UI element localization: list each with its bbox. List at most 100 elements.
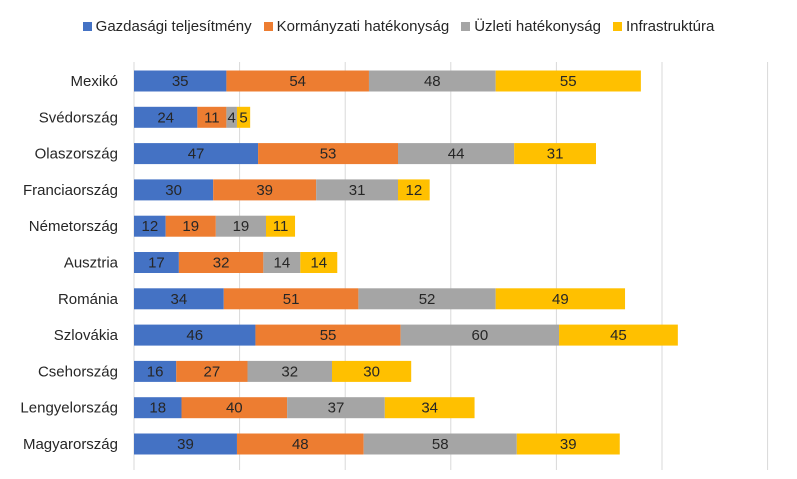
category-labels: Mexikó Svédország Olaszország Franciaország… bbox=[20, 73, 118, 453]
data-label: 12 bbox=[405, 182, 422, 199]
category-label: Franciaország bbox=[23, 182, 118, 199]
data-label: 14 bbox=[273, 255, 290, 272]
data-label: 48 bbox=[424, 73, 441, 90]
bar-segment bbox=[134, 324, 256, 346]
bar-segment bbox=[368, 70, 496, 92]
bar-segment bbox=[134, 288, 224, 310]
bar-segment bbox=[266, 215, 296, 237]
data-label: 46 bbox=[186, 327, 203, 344]
category-label: Magyarország bbox=[23, 436, 118, 453]
legend-label: Üzleti hatékonyság bbox=[474, 17, 601, 35]
data-label: 44 bbox=[448, 146, 465, 163]
data-label: 32 bbox=[281, 363, 298, 380]
data-label: 52 bbox=[419, 291, 436, 308]
data-label: 60 bbox=[471, 327, 488, 344]
bar-segment bbox=[559, 324, 678, 346]
bar-segment bbox=[134, 397, 182, 419]
bar-segment bbox=[213, 179, 317, 201]
legend-label: Infrastruktúra bbox=[625, 17, 715, 35]
bar-segment bbox=[223, 288, 359, 310]
bar-segment bbox=[226, 106, 237, 128]
legend-label: Kormányzati hatékonyság bbox=[276, 17, 450, 35]
data-label: 49 bbox=[552, 291, 569, 308]
data-label: 16 bbox=[147, 363, 164, 380]
bar-segment bbox=[165, 215, 216, 237]
data-label: 34 bbox=[421, 400, 438, 417]
data-label: 12 bbox=[141, 218, 158, 235]
data-label: 27 bbox=[204, 363, 221, 380]
bar-segment bbox=[134, 360, 177, 382]
bar-segment bbox=[181, 397, 288, 419]
data-label: 31 bbox=[349, 182, 366, 199]
category-label: Szlovákia bbox=[54, 327, 119, 344]
bar-segment bbox=[287, 397, 385, 419]
data-label: 54 bbox=[289, 73, 306, 90]
data-label: 45 bbox=[610, 327, 627, 344]
data-label: 47 bbox=[188, 146, 205, 163]
bar-segment bbox=[255, 324, 401, 346]
bar-segment bbox=[514, 143, 596, 165]
bar-segment bbox=[495, 70, 641, 92]
bar-segment bbox=[134, 70, 227, 92]
bar-segment bbox=[134, 179, 214, 201]
bar-segment bbox=[398, 179, 430, 201]
data-label: 19 bbox=[182, 218, 199, 235]
bar-segment bbox=[495, 288, 626, 310]
bar-segment bbox=[358, 288, 496, 310]
legend-item-0: Gazdasági teljesítmény bbox=[82, 17, 252, 35]
data-label: 55 bbox=[560, 73, 577, 90]
data-label: 39 bbox=[177, 436, 194, 453]
data-label: 17 bbox=[148, 255, 165, 272]
legend-label: Gazdasági teljesítmény bbox=[95, 17, 252, 35]
bar-segment bbox=[134, 143, 259, 165]
legend-swatch bbox=[612, 21, 622, 31]
legend-swatch bbox=[263, 21, 273, 31]
data-label: 34 bbox=[171, 291, 188, 308]
data-label: 39 bbox=[560, 436, 577, 453]
bar-segment bbox=[236, 433, 364, 455]
bar-segment bbox=[134, 252, 179, 273]
bar-segment bbox=[215, 215, 266, 237]
category-label: Csehország bbox=[38, 363, 118, 380]
category-label: Ausztria bbox=[64, 255, 119, 272]
data-label: 39 bbox=[256, 182, 273, 199]
bar-segment bbox=[134, 215, 166, 237]
data-label: 32 bbox=[213, 255, 230, 272]
data-label: 5 bbox=[239, 109, 247, 126]
bar-segment bbox=[398, 143, 515, 165]
legend: Gazdasági teljesítmény Kormányzati hatéko… bbox=[0, 14, 797, 38]
data-label: 4 bbox=[228, 109, 236, 126]
data-label: 58 bbox=[432, 436, 449, 453]
data-label: 51 bbox=[283, 291, 300, 308]
data-label: 35 bbox=[172, 73, 189, 90]
bar-segment bbox=[226, 70, 369, 92]
data-label: 11 bbox=[204, 109, 220, 126]
bar-segment bbox=[400, 324, 560, 346]
category-label: Románia bbox=[58, 291, 119, 308]
legend-item-1: Kormányzati hatékonyság bbox=[263, 17, 450, 35]
data-label: 48 bbox=[292, 436, 309, 453]
category-label: Lengyelország bbox=[20, 400, 118, 417]
legend-item-2: Üzleti hatékonyság bbox=[461, 18, 601, 35]
data-label: 31 bbox=[547, 146, 564, 163]
category-label: Svédország bbox=[39, 109, 118, 126]
data-label: 30 bbox=[165, 182, 182, 199]
data-label: 24 bbox=[157, 109, 174, 126]
bar-segment bbox=[300, 252, 338, 273]
bar-segment bbox=[236, 106, 251, 128]
bar-segment bbox=[316, 179, 398, 201]
legend-swatch bbox=[82, 21, 92, 31]
bar-segment bbox=[263, 252, 301, 273]
bar-segment bbox=[247, 360, 332, 382]
legend-swatch bbox=[461, 21, 471, 31]
bar-segment bbox=[178, 252, 264, 273]
bar-segment bbox=[134, 106, 198, 128]
bar-segment bbox=[176, 360, 248, 382]
data-label: 14 bbox=[310, 255, 327, 272]
category-label: Mexikó bbox=[70, 73, 118, 90]
data-label: 55 bbox=[320, 327, 337, 344]
bar-segment bbox=[134, 433, 237, 455]
category-label: Olaszország bbox=[35, 146, 118, 163]
